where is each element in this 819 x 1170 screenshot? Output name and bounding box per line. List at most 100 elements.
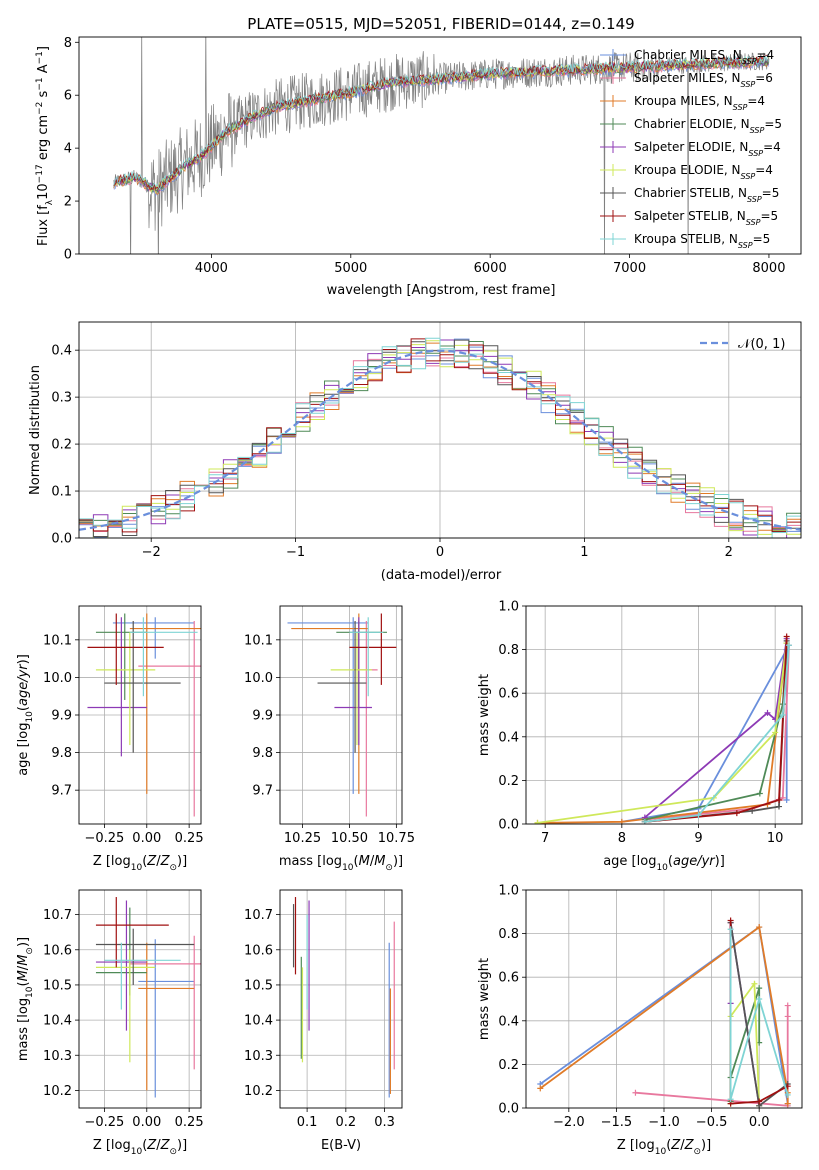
- massweight-vs-Z-ytick-label: 0.6: [498, 971, 519, 986]
- spectrum-xtick-label: 4000: [195, 261, 228, 276]
- age-vs-Z-plot: [87, 613, 201, 817]
- age-vs-mass-xtick-label: 10.75: [378, 831, 415, 846]
- age-vs-Z-xtick-label: 0.25: [175, 831, 204, 846]
- label-part: Z: [670, 1138, 681, 1153]
- massweight-marker: [537, 1085, 544, 1092]
- massweight-vs-age-xtick-label: 9: [694, 831, 702, 846]
- mass-vs-ebv-ytick-label: 10.7: [244, 908, 273, 923]
- label-part: s: [36, 90, 51, 101]
- legend-sub: SSP: [746, 218, 761, 227]
- residuals-xlabel: (data-model)/error: [381, 568, 502, 583]
- legend-tail: =5: [762, 186, 780, 200]
- massweight-vs-Z-xtick-label: −2.0: [553, 1115, 585, 1130]
- label-part: ⊙: [25, 947, 35, 955]
- label-part: 10: [36, 183, 51, 200]
- massweight-marker: [751, 980, 758, 987]
- legend-entry: Kroupa MILES, NSSP=4: [634, 94, 765, 112]
- label-part: E(B-V): [321, 1138, 361, 1153]
- legend-text: Chabrier STELIB, N: [634, 186, 747, 200]
- massweight-line: [635, 1005, 789, 1107]
- massweight-line: [539, 925, 789, 1104]
- mass-vs-Z-xtick-label: 0.00: [132, 1115, 161, 1130]
- massweight-marker: [779, 794, 786, 801]
- label-part: −1: [35, 77, 45, 90]
- massweight-marker: [776, 803, 782, 810]
- legend-sub: SSP: [741, 172, 756, 181]
- label-part: )]: [16, 654, 31, 664]
- legend-sub: SSP: [742, 57, 757, 66]
- legend-entry: Salpeter MILES, NSSP=6: [634, 71, 773, 89]
- label-part: −17: [35, 164, 45, 183]
- massweight-marker: [727, 917, 734, 924]
- label-part: Z: [160, 1138, 171, 1153]
- label-part: 10: [25, 711, 35, 723]
- massweight-line: [644, 638, 788, 819]
- label-part: Z: [684, 1138, 695, 1153]
- residuals-xtick-label: −2: [142, 545, 161, 560]
- label-part: 10: [25, 986, 35, 998]
- massweight-vs-age-ylabel: mass weight: [477, 674, 492, 756]
- massweight-marker: [632, 1089, 639, 1096]
- legend-tail: =5: [760, 209, 778, 223]
- mass-vs-Z-plot: [95, 897, 201, 1098]
- spectrum-xtick-label: 7000: [613, 261, 646, 276]
- massweight-line: [729, 929, 789, 1100]
- label-part: (: [142, 854, 147, 869]
- mass-vs-ebv-ytick-label: 10.3: [244, 1049, 273, 1064]
- spectrum-axes: 4000 5000 6000 7000 8000 0 2 4 6 8 Chabrier MILES,…: [35, 36, 802, 298]
- label-part: Z: [146, 854, 157, 869]
- massweight-marker: [756, 985, 763, 992]
- label-part: )]: [16, 937, 31, 947]
- age-vs-mass-xtick-label: 10.50: [331, 831, 368, 846]
- massweight-vs-Z-plot: [537, 917, 791, 1108]
- massweight-vs-age-xtick-label: 10: [767, 831, 784, 846]
- legend-entry: Kroupa ELODIE, NSSP=4: [634, 163, 773, 181]
- label-part: 10: [131, 1147, 143, 1157]
- mass-vs-Z-ytick-label: 10.2: [43, 1084, 72, 1099]
- massweight-marker: [772, 729, 779, 736]
- massweight-vs-age-frame: [525, 605, 803, 825]
- legend-sub: SSP: [733, 103, 748, 112]
- label-part: age [log: [16, 723, 31, 776]
- mass-vs-ebv-frame: [279, 889, 403, 1109]
- label-part: ⊙: [693, 1147, 701, 1157]
- legend-entry: Salpeter ELODIE, NSSP=4: [634, 140, 781, 158]
- label-part: mass [log: [16, 998, 31, 1061]
- age-vs-Z-xtick-label: 0.00: [132, 831, 161, 846]
- massweight-vs-Z-ytick-label: 1.0: [498, 884, 519, 899]
- age-vs-mass-axes: 10.25 10.50 10.75 9.7 9.8 9.9 10.0 10.1 mass [lo…: [244, 605, 415, 873]
- mass-vs-ebv-xtick-label: 0.2: [335, 1115, 356, 1130]
- label-part: Z [log: [617, 1138, 655, 1153]
- massweight-vs-Z-ytick-label: 0.2: [498, 1058, 519, 1073]
- label-part: 10: [656, 863, 668, 873]
- massweight-marker: [756, 1098, 763, 1105]
- mass-vs-ebv-ytick-label: 10.4: [244, 1014, 273, 1029]
- age-vs-Z-ytick-label: 9.9: [51, 709, 72, 724]
- legend-entry: Kroupa STELIB, NSSP=5: [634, 232, 770, 250]
- massweight-marker: [785, 642, 792, 649]
- spectrum-model-line: [113, 54, 770, 191]
- massweight-marker: [534, 819, 541, 824]
- label-part: age/yr: [673, 854, 716, 869]
- label-part: ⊙: [169, 863, 177, 873]
- mass-vs-ebv-xlabel: E(B-V): [321, 1138, 361, 1153]
- residuals-xtick-label: 1: [580, 545, 588, 560]
- label-part: A: [36, 64, 51, 77]
- massweight-vs-age-xtick-label: 7: [541, 831, 549, 846]
- spectrum-ytick-label: 4: [64, 142, 72, 157]
- massweight-marker: [756, 790, 763, 797]
- mass-vs-Z-xlabel: Z [log10(Z/Z⊙)]: [93, 1138, 187, 1157]
- massweight-vs-age-ytick-label: 0.4: [498, 730, 519, 745]
- label-part: ⊙: [169, 1147, 177, 1157]
- legend-sub: SSP: [748, 149, 763, 158]
- age-vs-Z-xtick-label: −0.25: [84, 831, 124, 846]
- age-vs-Z-xlabel: Z [log10(Z/Z⊙)]: [93, 854, 187, 873]
- label-part: (0, 1): [750, 337, 785, 352]
- massweight-vs-age-ytick-label: 0.6: [498, 687, 519, 702]
- spectrum-xtick-label: 8000: [752, 261, 785, 276]
- spectrum-xlabel: wavelength [Angstrom, rest frame]: [327, 283, 556, 298]
- mass-vs-Z-ytick-label: 10.3: [43, 1049, 72, 1064]
- label-part: 10: [342, 863, 354, 873]
- massweight-marker: [776, 797, 782, 804]
